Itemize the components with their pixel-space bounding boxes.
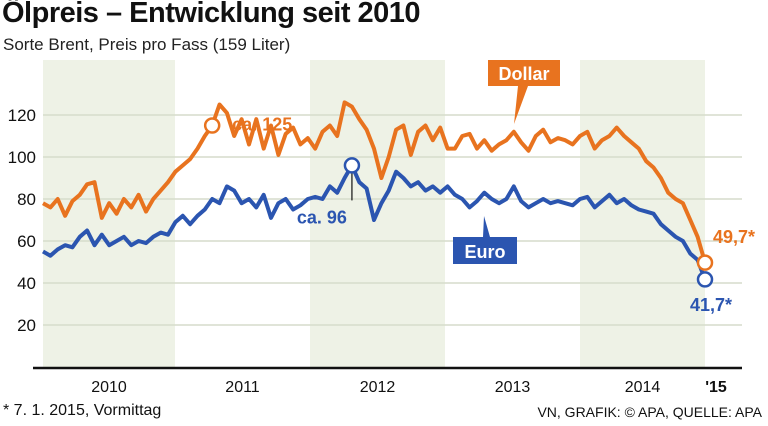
series-line-euro bbox=[42, 163, 707, 281]
legend-label-euro: Euro bbox=[464, 242, 505, 262]
source-credit: VN, GRAFIK: © APA, QUELLE: APA bbox=[537, 404, 762, 420]
y-tick-label: 40 bbox=[17, 274, 36, 293]
annotation-dollar-peak: ca. 125 bbox=[232, 115, 292, 135]
end-marker-dollar bbox=[696, 254, 714, 271]
annotation-dollar-end: 49,7* bbox=[713, 227, 755, 247]
x-tick-label: '15 bbox=[705, 379, 727, 396]
series-line-dollar bbox=[42, 100, 707, 264]
chart-subtitle: Sorte Brent, Preis pro Fass (159 Liter) bbox=[3, 35, 291, 54]
chart-title: Ölpreis – Entwicklung seit 2010 bbox=[2, 0, 421, 29]
peak-marker-dollar bbox=[203, 117, 221, 134]
peak-marker-euro bbox=[343, 157, 361, 174]
x-tick-label: 2012 bbox=[360, 379, 396, 396]
y-tick-label: 20 bbox=[17, 316, 36, 335]
y-tick-label: 60 bbox=[17, 232, 36, 251]
annotation-euro-peak: ca. 96 bbox=[297, 207, 347, 227]
y-tick-label: 80 bbox=[17, 190, 36, 209]
y-tick-label: 120 bbox=[8, 106, 36, 125]
x-tick-label: 2010 bbox=[91, 379, 127, 396]
x-tick-label: 2014 bbox=[625, 379, 661, 396]
year-band bbox=[580, 60, 705, 367]
y-tick-label: 100 bbox=[8, 148, 36, 167]
x-tick-label: 2011 bbox=[225, 379, 260, 396]
end-marker-euro bbox=[696, 271, 714, 288]
legend-label-dollar: Dollar bbox=[498, 64, 549, 84]
footnote: * 7. 1. 2015, Vormittag bbox=[3, 402, 162, 419]
x-tick-label: 2013 bbox=[495, 379, 531, 396]
legend-box-euro bbox=[453, 216, 517, 264]
legend-box-dollar bbox=[488, 60, 560, 124]
annotation-euro-end: 41,7* bbox=[690, 295, 732, 315]
